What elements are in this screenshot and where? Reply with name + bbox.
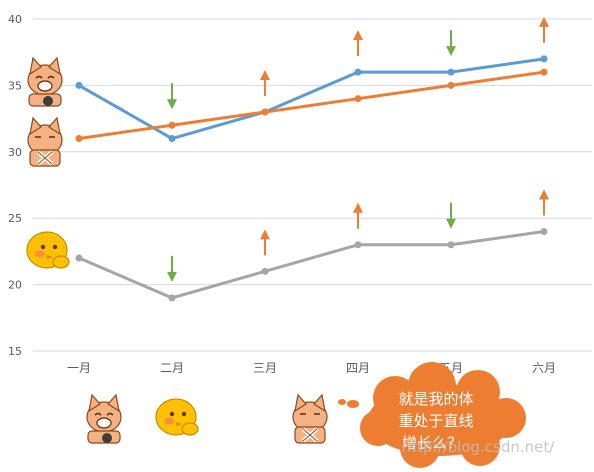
series-line	[78, 70, 545, 141]
trend-down-arrow	[446, 30, 456, 57]
trend-up-arrow	[353, 30, 363, 57]
data-point	[75, 81, 83, 89]
data-point	[168, 121, 176, 129]
data-point	[354, 95, 362, 103]
x-tick-label: 一月	[67, 361, 91, 375]
data-point	[447, 68, 455, 76]
speech-bubble-line-2: 重处于直线	[398, 412, 473, 430]
data-point	[540, 68, 548, 76]
data-point	[75, 254, 83, 262]
data-point	[447, 81, 455, 89]
thought-dot	[338, 399, 346, 405]
y-tick-label: 25	[8, 212, 22, 225]
x-tick-label: 四月	[346, 361, 370, 375]
series-line	[78, 57, 545, 141]
data-point	[261, 267, 269, 275]
trend-up-arrow	[260, 229, 270, 256]
data-point	[540, 227, 548, 235]
trend-up-arrow	[539, 189, 549, 216]
x-tick-label: 三月	[253, 361, 277, 375]
trend-down-arrow	[167, 83, 177, 110]
grid-lines	[33, 18, 592, 352]
data-point	[261, 108, 269, 116]
y-tick-label: 35	[8, 79, 22, 92]
trend-arrows	[167, 16, 549, 282]
data-point	[168, 294, 176, 302]
trend-down-arrow	[446, 202, 456, 229]
data-point	[354, 68, 362, 76]
cat-crossed-arms-icon	[26, 116, 64, 168]
data-point	[354, 241, 362, 249]
chick-icon	[26, 231, 70, 269]
trend-down-arrow	[167, 255, 177, 282]
trend-up-arrow	[260, 69, 270, 96]
data-point	[447, 241, 455, 249]
chick-icon	[155, 398, 199, 436]
trend-up-arrow	[539, 16, 549, 43]
y-axis-tick-labels: 15 20 25 30 35 40	[8, 13, 22, 358]
data-point	[168, 135, 176, 143]
series-lines	[78, 57, 545, 300]
data-point	[75, 135, 83, 143]
y-tick-label: 15	[8, 345, 22, 358]
cat-laughing-icon	[27, 57, 63, 107]
y-tick-label: 20	[8, 279, 22, 292]
y-tick-label: 40	[8, 13, 22, 26]
cat-thinking-icon	[291, 393, 329, 445]
watermark: http://blog.csdn.net/	[402, 438, 556, 456]
speech-bubble-line-1: 就是我的体	[398, 390, 473, 408]
x-tick-label: 六月	[532, 361, 556, 375]
cat-laughing-icon	[86, 394, 122, 444]
trend-up-arrow	[353, 202, 363, 229]
y-tick-label: 30	[8, 146, 22, 159]
speech-bubble-line-3: 增长么？	[402, 434, 462, 452]
x-tick-label: 二月	[160, 361, 184, 375]
series-points	[75, 55, 548, 302]
series-line	[78, 229, 545, 300]
data-point	[540, 55, 548, 63]
thought-dot	[347, 400, 359, 408]
speech-bubble: 就是我的体 重处于直线 增长么？	[360, 362, 526, 468]
